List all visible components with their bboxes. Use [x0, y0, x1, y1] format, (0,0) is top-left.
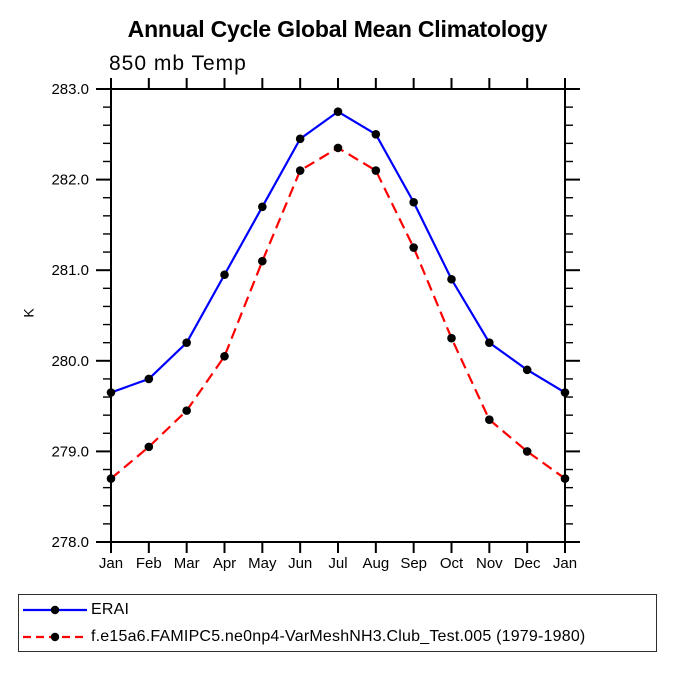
data-point-marker [485, 338, 494, 347]
chart-title: Annual Cycle Global Mean Climatology [127, 16, 548, 42]
x-tick-label: Aug [362, 555, 389, 572]
data-point-marker [182, 338, 191, 347]
data-point-marker [144, 442, 154, 452]
x-tick-label: Feb [136, 555, 162, 572]
y-axis-major-ticks [96, 88, 580, 543]
data-point-marker [409, 197, 418, 207]
data-point-marker [371, 130, 381, 139]
data-point-marker [371, 166, 381, 175]
data-point-marker [409, 243, 418, 252]
series-markers-1 [106, 143, 570, 483]
y-tick-label: 280.0 [51, 353, 89, 370]
x-tick-label: Nov [476, 555, 503, 572]
data-point-marker [295, 134, 305, 144]
plot-frame [110, 88, 566, 543]
legend-item-test-case: f.e15a6.FAMIPC5.ne0np4-VarMeshNH3.Club_T… [22, 623, 656, 650]
data-point-marker [295, 166, 305, 175]
y-tick-label: 279.0 [51, 443, 89, 460]
data-point-marker [144, 374, 154, 384]
legend-label-erai: ERAI [91, 600, 130, 618]
x-tick-label: May [248, 555, 277, 572]
data-point-marker [258, 202, 267, 212]
x-axis-tick-labels: Jan Feb Mar Apr May Jun Jul Aug Sep Oct Nov Dec Jan [99, 555, 577, 572]
x-tick-label: Apr [213, 555, 236, 572]
chart-subtitle: 850 mb Temp [109, 52, 247, 75]
data-point-marker [333, 143, 343, 153]
x-axis-ticks [110, 78, 566, 553]
x-tick-label: Jul [328, 555, 347, 572]
data-point-marker [447, 274, 456, 284]
data-point-marker [220, 351, 229, 361]
x-tick-label: Sep [400, 555, 427, 572]
y-tick-label: 278.0 [51, 534, 89, 551]
data-point-marker [258, 256, 267, 266]
data-point-marker [522, 447, 532, 456]
y-axis-label: K [20, 308, 37, 318]
y-axis-tick-labels: 278.0 279.0 280.0 281.0 282.0 283.0 [51, 81, 89, 551]
legend-box: ERAI f.e15a6.FAMIPC5.ne0np4-VarMeshNH3.C… [18, 594, 657, 652]
data-point-marker [560, 474, 570, 483]
y-tick-label: 281.0 [51, 262, 89, 279]
data-point-marker [485, 415, 494, 424]
x-tick-label: Oct [440, 555, 464, 572]
x-tick-label: Jan [99, 555, 123, 572]
series-line-0 [110, 110, 566, 394]
y-tick-label: 283.0 [51, 81, 89, 98]
series-markers-0 [106, 107, 570, 397]
data-point-marker [333, 107, 343, 116]
legend-line-sample-solid [23, 605, 87, 614]
x-tick-label: Mar [174, 555, 200, 572]
legend-item-erai: ERAI [22, 596, 656, 623]
x-tick-label: Jun [288, 555, 312, 572]
data-point-marker [447, 333, 456, 343]
x-tick-label: Dec [514, 555, 541, 572]
x-tick-label: Jan [553, 555, 577, 572]
legend-label-test-case: f.e15a6.FAMIPC5.ne0np4-VarMeshNH3.Club_T… [91, 627, 586, 645]
data-point-marker [106, 474, 116, 483]
data-point-marker [220, 270, 229, 280]
series-line-1 [110, 146, 566, 480]
data-point-marker [182, 406, 191, 415]
data-point-marker [560, 388, 570, 397]
data-point-marker [522, 365, 532, 375]
legend-line-sample-dashed [23, 632, 87, 641]
y-axis-minor-ticks [103, 106, 573, 525]
y-tick-label: 282.0 [51, 172, 89, 189]
data-point-marker [106, 388, 116, 397]
